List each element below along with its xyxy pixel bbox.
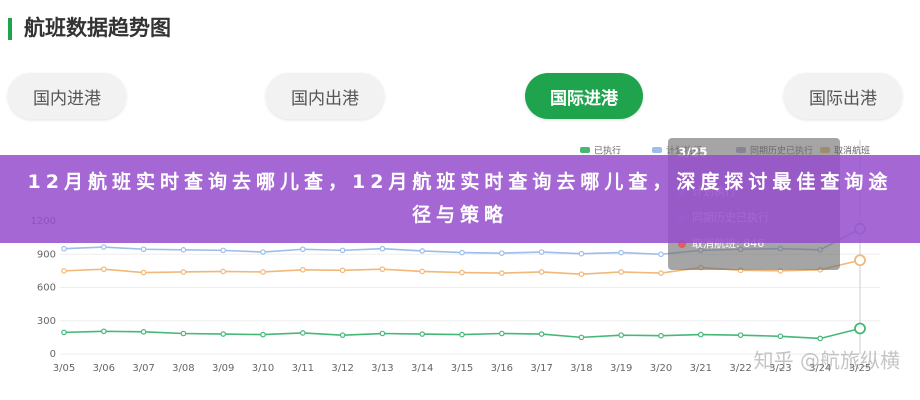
legend-label: 已执行: [594, 145, 621, 157]
x-tick-label: 3/18: [570, 363, 592, 374]
data-point: [101, 266, 107, 273]
data-point: [538, 249, 545, 255]
page-title: 航班数据趋势图: [24, 16, 171, 40]
data-point: [220, 268, 227, 275]
x-tick-label: 3/19: [610, 363, 632, 374]
data-point: [618, 249, 625, 256]
data-point: [180, 330, 187, 337]
data-point: [658, 251, 664, 258]
tab[interactable]: 国内进港: [8, 73, 126, 119]
x-tick-label: 3/10: [252, 363, 274, 374]
watermark: 知乎 @航旅纵横: [754, 349, 900, 373]
data-point: [61, 329, 67, 336]
data-point: [220, 331, 227, 337]
x-tick-label: 3/06: [93, 363, 115, 374]
data-point: [61, 245, 67, 252]
tab[interactable]: 国际进港: [525, 73, 643, 119]
data-point: [180, 269, 187, 275]
x-tick-label: 3/23: [769, 363, 791, 374]
data-point: [618, 269, 625, 275]
banner: 12月航班实时查询去哪儿查，12月航班实时查询去哪儿查，深度探讨最佳查询途径与策…: [0, 155, 920, 243]
data-point: [140, 329, 147, 335]
data-point: [299, 330, 306, 336]
data-point: [854, 254, 866, 267]
data-point: [140, 246, 147, 253]
x-tick-label: 3/24: [809, 363, 831, 374]
data-point: [339, 267, 346, 274]
data-point: [180, 247, 187, 253]
data-point: [459, 269, 465, 276]
x-tick-label: 3/13: [371, 363, 393, 374]
data-point: [658, 270, 664, 276]
data-point: [854, 322, 866, 335]
data-point: [578, 334, 585, 341]
tab[interactable]: 国际出港: [784, 73, 902, 119]
y-tick-label: 0: [50, 349, 56, 360]
x-tick-label: 3/09: [212, 363, 234, 374]
x-tick-label: 3/08: [172, 363, 194, 374]
x-tick-label: 3/21: [690, 363, 712, 374]
data-point: [299, 246, 306, 253]
data-point: [618, 332, 625, 338]
data-point: [498, 250, 505, 256]
data-point: [658, 332, 664, 339]
data-point: [578, 250, 585, 257]
x-tick-label: 3/17: [530, 363, 552, 374]
data-point: [419, 268, 426, 275]
data-point: [101, 244, 107, 250]
x-tick-label: 3/20: [650, 363, 672, 374]
data-point: [459, 249, 465, 256]
y-tick-label: 600: [37, 283, 56, 294]
data-point: [538, 331, 545, 337]
data-point: [260, 331, 266, 338]
title-accent: [8, 18, 12, 40]
data-point: [697, 331, 704, 338]
x-tick-label: 3/22: [729, 363, 751, 374]
x-tick-label: 3/25: [849, 363, 871, 374]
data-point: [339, 332, 346, 338]
data-point: [419, 331, 426, 337]
y-tick-label: 900: [37, 249, 56, 260]
data-point: [578, 271, 585, 278]
data-point: [538, 269, 545, 275]
tab[interactable]: 国内出港: [266, 73, 384, 119]
data-point: [459, 331, 465, 338]
data-point: [140, 269, 147, 276]
data-point: [61, 268, 67, 274]
data-point: [379, 330, 386, 337]
data-point: [817, 335, 824, 342]
data-point: [339, 247, 346, 254]
data-point: [419, 248, 426, 254]
banner-text: 12月航班实时查询去哪儿查，12月航班实时查询去哪儿查，深度探讨最佳查询途径与策…: [27, 171, 893, 226]
data-point: [220, 247, 227, 254]
y-tick-label: 300: [37, 316, 56, 327]
data-point: [777, 333, 784, 340]
legend-swatch: [652, 147, 662, 153]
x-tick-label: 3/14: [411, 363, 433, 374]
data-point: [299, 266, 306, 273]
data-point: [379, 245, 386, 252]
data-point: [498, 270, 505, 276]
data-point: [498, 330, 505, 337]
x-tick-label: 3/12: [331, 363, 353, 374]
x-tick-label: 3/11: [292, 363, 314, 374]
data-point: [379, 266, 386, 273]
data-point: [260, 249, 266, 255]
x-tick-label: 3/07: [132, 363, 154, 374]
x-tick-label: 3/16: [491, 363, 513, 374]
data-point: [260, 269, 266, 275]
x-tick-label: 3/15: [451, 363, 473, 374]
legend-label: 取消航班: [834, 145, 870, 157]
data-point: [737, 332, 744, 338]
legend-swatch: [580, 147, 590, 153]
data-point: [101, 328, 107, 335]
x-tick-label: 3/05: [53, 363, 75, 374]
